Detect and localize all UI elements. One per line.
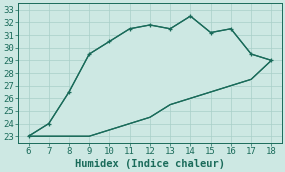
X-axis label: Humidex (Indice chaleur): Humidex (Indice chaleur) <box>75 158 225 169</box>
